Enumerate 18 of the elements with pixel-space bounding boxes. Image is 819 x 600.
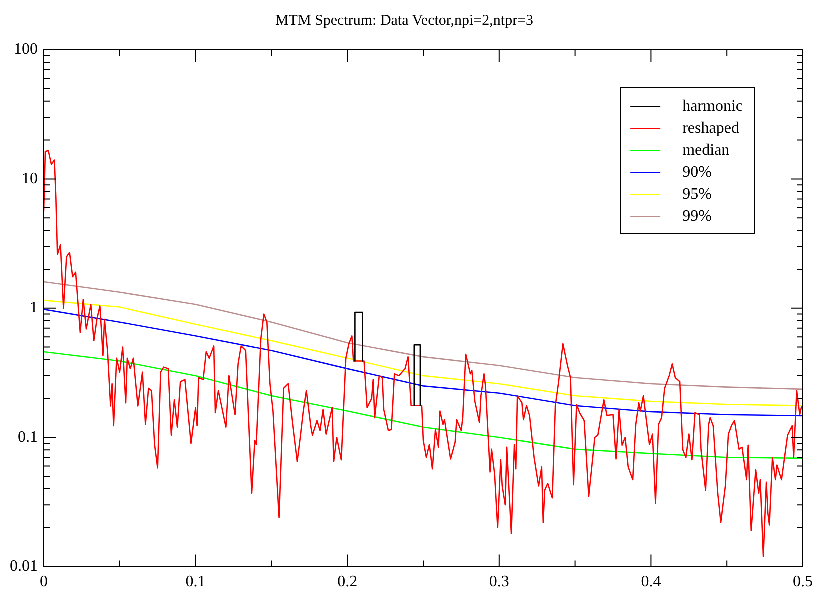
y-tick-label: 10 — [22, 170, 38, 188]
legend-label: 90% — [682, 164, 712, 182]
legend-label: median — [682, 142, 730, 160]
y-tick-label: 0.1 — [18, 428, 38, 446]
x-tick-label: 0.1 — [186, 574, 206, 591]
y-tick-label: 1 — [30, 300, 38, 317]
x-tick-label: 0 — [40, 574, 48, 591]
y-tick-label: 100 — [14, 41, 38, 58]
chart-title: MTM Spectrum: Data Vector,npi=2,ntpr=3 — [275, 12, 534, 29]
x-tick-label: 0.4 — [641, 574, 662, 591]
legend-label: harmonic — [682, 98, 743, 116]
legend-label: 99% — [682, 208, 712, 226]
x-tick-label: 0.2 — [338, 574, 358, 591]
x-tick-label: 0.3 — [489, 574, 510, 591]
y-tick-label: 0.01 — [10, 558, 38, 576]
legend-label: 95% — [682, 186, 712, 204]
x-tick-label: 0.5 — [793, 574, 813, 591]
legend-label: reshaped — [682, 120, 740, 138]
